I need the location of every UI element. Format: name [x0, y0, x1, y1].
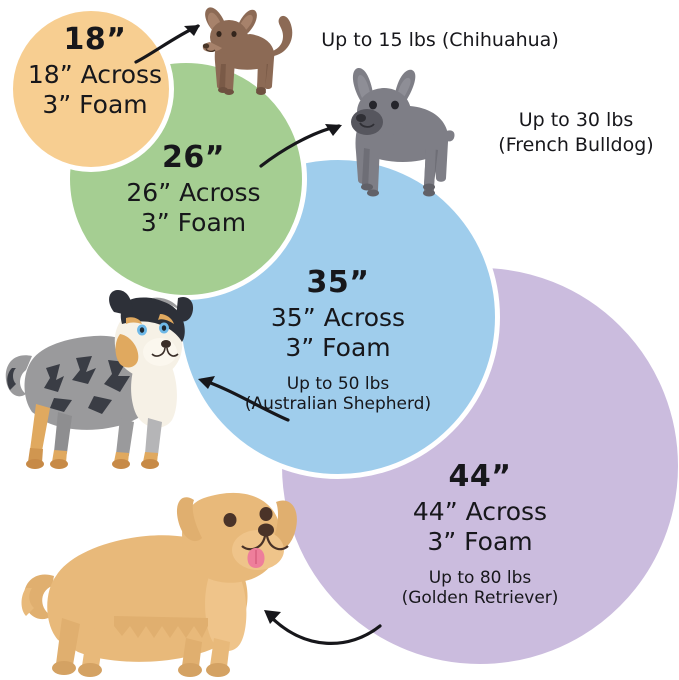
- chihuahua-dog-icon: [202, 7, 293, 95]
- breed-line-french-bulldog: (French Bulldog): [498, 134, 654, 157]
- golden-retriever-dog-icon: [21, 492, 297, 677]
- french-bulldog-dog-icon: [351, 67, 455, 197]
- size-circle-18[interactable]: [8, 6, 174, 172]
- australian-shepherd-dog-icon: [5, 290, 194, 469]
- weight-line-french-bulldog: Up to 30 lbs: [518, 109, 634, 131]
- weight-caption-chihuahua: Up to 15 lbs (Chihuahua): [321, 29, 559, 51]
- weight-caption-french-bulldog: Up to 30 lbs (French Bulldog): [476, 108, 676, 158]
